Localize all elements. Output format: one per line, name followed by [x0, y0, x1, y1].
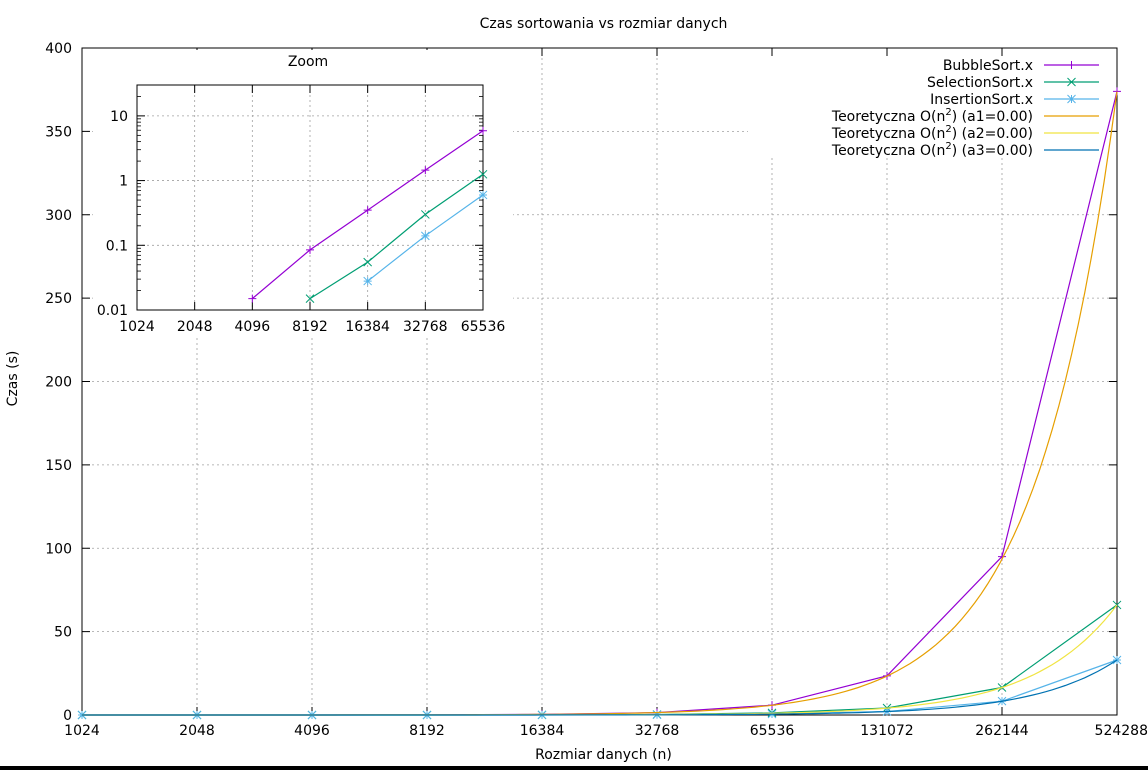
inset-ytick-label: 0.1	[106, 238, 128, 254]
inset-ytick-label: 1	[119, 174, 128, 190]
inset-xtick-label: 2048	[177, 319, 213, 335]
main-xtick-label: 2048	[179, 723, 215, 739]
main-xtick-label: 65536	[750, 723, 795, 739]
main-xtick-label: 1024	[64, 723, 100, 739]
main-xtick-label: 524288	[1095, 723, 1148, 739]
main-xtick-label: 131072	[860, 723, 913, 739]
inset-xtick-label: 1024	[119, 319, 155, 335]
main-xtick-label: 262144	[975, 723, 1029, 739]
main-ytick-label: 100	[45, 541, 72, 557]
legend-marker-1	[1067, 61, 1076, 69]
legend-label-6: Teoretyczna O(n2) (a3=0.00)	[831, 141, 1033, 159]
inset-series-point-3	[420, 231, 430, 241]
legend-marker-2	[1067, 77, 1076, 87]
inset-series-point-1	[421, 166, 430, 175]
legend-label-3: InsertionSort.x	[930, 92, 1033, 108]
main-plot: 0 50 100 150 200 250 300 350 400 1024 2048 4096 8192…	[5, 16, 1148, 763]
main-ytick-label: 400	[45, 41, 72, 57]
inset-ytick-label: 10	[110, 109, 128, 125]
inset-series-point-3	[363, 276, 373, 286]
legend: BubbleSort.xSelectionSort.xInsertionSort…	[831, 58, 1099, 159]
series-line-5	[82, 604, 1118, 716]
main-ytick-label: 50	[54, 625, 72, 641]
inset-series-point-3	[478, 190, 488, 200]
series-line-6	[82, 659, 1118, 716]
inset-series-point-1	[306, 245, 314, 254]
bottom-rule	[0, 766, 1148, 770]
inset-series-point-1	[363, 206, 372, 215]
main-xtick-label: 32768	[635, 723, 680, 739]
inset-title: Zoom	[288, 54, 328, 70]
inset-plot: 0.01 0.1 1 10 1024 2048 4096 8192 16384 32768 6553…	[93, 50, 513, 336]
inset-series-line-2	[309, 173, 484, 300]
inset-series-point-1	[479, 126, 487, 135]
main-xtick-label: 4096	[294, 723, 330, 739]
chart-title: Czas sortowania vs rozmiar danych	[480, 16, 728, 32]
inset-series-point-2	[363, 257, 373, 267]
main-ytick-label: 150	[45, 458, 72, 474]
main-series-group	[77, 87, 1122, 720]
x-axis-label: Rozmiar danych (n)	[535, 747, 672, 763]
inset-ytick-label: 0.01	[97, 303, 128, 319]
main-ytick-label: 0	[63, 708, 72, 724]
inset-series-point-2	[420, 210, 430, 219]
main-ytick-label: 300	[45, 208, 72, 224]
main-ytick-label: 200	[45, 375, 72, 391]
inset-xtick-label: 32768	[403, 319, 448, 335]
y-axis-label: Czas (s)	[5, 351, 21, 407]
legend-label-5: Teoretyczna O(n2) (a2=0.00)	[831, 124, 1033, 142]
legend-label-2: SelectionSort.x	[927, 75, 1033, 91]
inset-series-point-1	[248, 294, 257, 303]
inset-background	[93, 50, 513, 336]
series-point-3	[1112, 655, 1122, 665]
inset-xtick-label: 4096	[235, 319, 271, 335]
inset-xtick-label: 16384	[345, 319, 390, 335]
inset-series-point-2	[478, 169, 488, 179]
main-xtick-label: 16384	[520, 723, 565, 739]
legend-marker-3	[1067, 94, 1076, 104]
legend-label-4: Teoretyczna O(n2) (a1=0.00)	[831, 107, 1033, 125]
main-ytick-label: 250	[45, 291, 72, 307]
inset-series-group	[248, 126, 488, 303]
main-ytick-label: 350	[45, 124, 72, 140]
inset-xtick-label: 8192	[292, 319, 328, 335]
inset-xtick-label: 65536	[461, 319, 506, 335]
legend-label-1: BubbleSort.x	[943, 58, 1033, 74]
main-xtick-label: 8192	[409, 723, 445, 739]
inset-series-point-2	[305, 294, 315, 303]
